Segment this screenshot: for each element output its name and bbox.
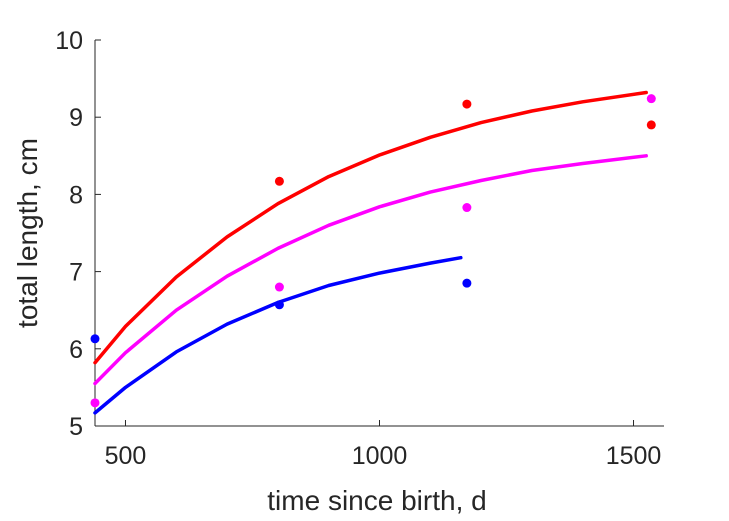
data-point <box>274 176 284 186</box>
data-point <box>462 278 472 288</box>
x-tick-label: 1500 <box>606 442 662 470</box>
fit-curve-line <box>93 255 463 415</box>
data-point <box>274 282 284 292</box>
data-point <box>646 94 656 104</box>
data-point <box>274 300 284 310</box>
y-tick-label: 9 <box>69 104 83 132</box>
data-point <box>90 398 100 408</box>
y-tick-label: 7 <box>69 259 83 287</box>
y-axis-label: total length, cm <box>12 138 43 328</box>
x-tick-label: 500 <box>105 442 147 470</box>
y-tick-label: 10 <box>55 27 83 55</box>
fit-curve-line <box>93 90 648 365</box>
fit-curves <box>93 90 648 415</box>
y-tick-label: 5 <box>69 413 83 441</box>
y-tick-label: 6 <box>69 336 83 364</box>
axes: 500 1000 1500 5 6 7 8 9 10 <box>55 27 664 470</box>
x-axis-label: time since birth, d <box>267 485 486 516</box>
data-point <box>462 203 472 213</box>
data-point <box>90 334 100 344</box>
fit-curve-line <box>93 154 648 386</box>
data-point <box>646 120 656 130</box>
data-point <box>462 99 472 109</box>
x-tick-label: 1000 <box>352 442 408 470</box>
y-tick-label: 8 <box>69 181 83 209</box>
data-points <box>90 94 656 408</box>
